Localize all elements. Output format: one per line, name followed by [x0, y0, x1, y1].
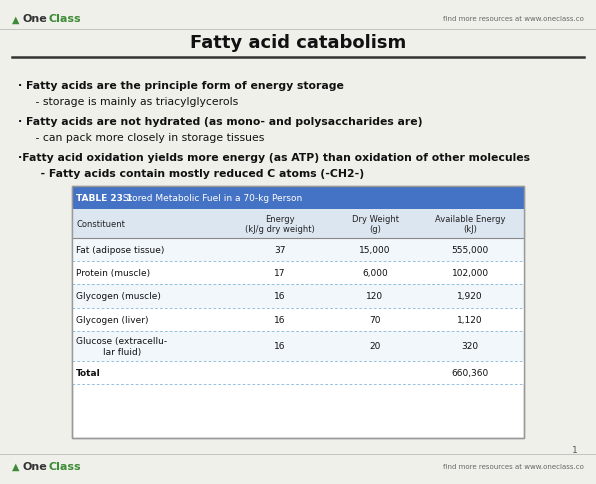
Text: Class: Class [49, 461, 82, 470]
Text: 37: 37 [274, 245, 285, 255]
Bar [72, 361, 524, 384]
Bar [72, 186, 524, 438]
Text: Glycogen (muscle): Glycogen (muscle) [76, 292, 161, 301]
Text: Class: Class [49, 15, 82, 24]
Text: Protein (muscle): Protein (muscle) [76, 269, 150, 278]
Text: - storage is mainly as triacylglycerols: - storage is mainly as triacylglycerols [18, 97, 238, 107]
Text: Energy
(kJ/g dry weight): Energy (kJ/g dry weight) [245, 214, 315, 234]
Text: One: One [23, 15, 48, 24]
Text: · Fatty acids are the principle form of energy storage: · Fatty acids are the principle form of … [18, 81, 344, 91]
Text: Glycogen (liver): Glycogen (liver) [76, 315, 149, 324]
Bar [72, 186, 524, 438]
Text: 120: 120 [367, 292, 384, 301]
Text: 15,000: 15,000 [359, 245, 391, 255]
Bar [72, 308, 524, 331]
Bar [72, 285, 524, 308]
Text: 6,000: 6,000 [362, 269, 388, 278]
Text: Dry Weight
(g): Dry Weight (g) [352, 214, 399, 234]
Text: Available Energy
(kJ): Available Energy (kJ) [435, 214, 505, 234]
Text: Glucose (extracellu-
lar fluid): Glucose (extracellu- lar fluid) [76, 336, 167, 356]
Text: ·Fatty acid oxidation yields more energy (as ATP) than oxidation of other molecu: ·Fatty acid oxidation yields more energy… [18, 153, 530, 163]
Text: 1,120: 1,120 [457, 315, 483, 324]
Text: Constituent: Constituent [76, 219, 125, 228]
Bar [72, 331, 524, 361]
Text: Fat (adipose tissue): Fat (adipose tissue) [76, 245, 164, 255]
Text: Total: Total [76, 368, 101, 378]
Text: find more resources at www.oneclass.co: find more resources at www.oneclass.co [443, 16, 584, 22]
Text: ▲: ▲ [12, 461, 20, 470]
Bar [72, 261, 524, 285]
Text: TABLE 23.1: TABLE 23.1 [76, 194, 133, 202]
Text: Stored Metabolic Fuel in a 70-kg Person: Stored Metabolic Fuel in a 70-kg Person [117, 194, 302, 202]
Text: 16: 16 [274, 292, 285, 301]
Bar [72, 239, 524, 261]
Text: find more resources at www.oneclass.co: find more resources at www.oneclass.co [443, 463, 584, 469]
Text: - Fatty acids contain mostly reduced C atoms (-CH2-): - Fatty acids contain mostly reduced C a… [18, 168, 364, 179]
Text: One: One [23, 461, 48, 470]
Text: 555,000: 555,000 [452, 245, 489, 255]
Text: 1: 1 [572, 445, 578, 454]
Text: 16: 16 [274, 342, 285, 350]
Text: 70: 70 [370, 315, 381, 324]
Text: 20: 20 [370, 342, 381, 350]
Text: - can pack more closely in storage tissues: - can pack more closely in storage tissu… [18, 133, 264, 143]
Text: 17: 17 [274, 269, 285, 278]
Text: 16: 16 [274, 315, 285, 324]
Text: Fatty acid catabolism: Fatty acid catabolism [190, 33, 406, 52]
Text: 102,000: 102,000 [452, 269, 489, 278]
Text: 320: 320 [461, 342, 479, 350]
Text: · Fatty acids are not hydrated (as mono- and polysaccharides are): · Fatty acids are not hydrated (as mono-… [18, 117, 423, 127]
Text: 1,920: 1,920 [457, 292, 483, 301]
Bar [72, 186, 524, 210]
Bar [72, 210, 524, 239]
Text: 660,360: 660,360 [452, 368, 489, 378]
Text: ▲: ▲ [12, 15, 20, 24]
